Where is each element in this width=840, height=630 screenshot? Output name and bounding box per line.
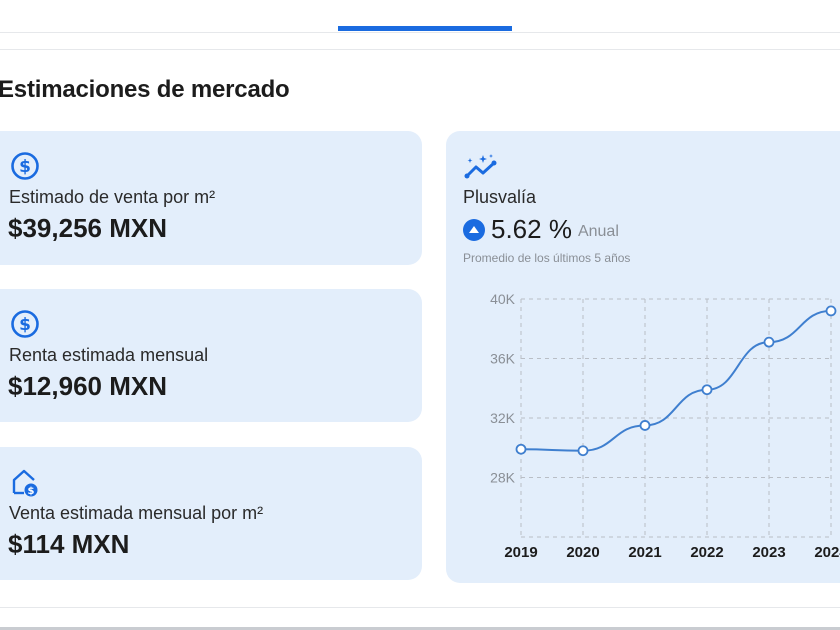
card-value: $114 MXN — [8, 529, 130, 559]
plusvalia-period: Anual — [577, 222, 619, 240]
plusvalia-note: Promedio de los últimos 5 años — [463, 251, 631, 265]
active-tab-indicator — [338, 26, 512, 31]
card-value: $12,960 MXN — [8, 371, 167, 401]
x-tick-label: 2019 — [504, 544, 537, 561]
plusvalia-percent: 5.62 % — [491, 214, 572, 244]
dollar-circle-icon: $ — [11, 152, 39, 180]
data-point — [701, 384, 713, 396]
y-tick-label: 40K — [490, 291, 516, 307]
data-point — [763, 336, 775, 348]
bottom-divider — [0, 607, 840, 608]
plusvalia-title: Plusvalía — [463, 187, 537, 207]
house-dollar-icon: $ — [12, 469, 38, 497]
section-title: Estimaciones de mercado — [0, 76, 290, 103]
y-tick-label: 36K — [490, 351, 516, 367]
series-line — [520, 309, 832, 452]
card-value: $39,256 MXN — [8, 213, 167, 243]
tab-bar-divider — [0, 32, 840, 33]
card-label: Venta estimada mensual por m² — [9, 503, 264, 523]
svg-text:$: $ — [28, 486, 35, 497]
y-tick-label: 32K — [490, 410, 516, 426]
bottom-border — [0, 627, 840, 630]
sparkle-trend-icon — [464, 154, 497, 179]
svg-text:$: $ — [19, 157, 31, 177]
plusvalia-card: Plusvalía 5.62 % Anual Promedio de los ú… — [446, 131, 840, 583]
svg-text:$: $ — [19, 315, 31, 335]
x-tick-label: 2020 — [566, 544, 599, 561]
section-divider — [0, 49, 840, 50]
card-rent-estimate: $ Renta estimada mensual $12,960 MXN — [0, 289, 422, 422]
x-tick-label: 2024 — [814, 544, 840, 561]
data-point — [577, 445, 589, 457]
card-label: Renta estimada mensual — [9, 345, 209, 365]
card-label: Estimado de venta por m² — [9, 187, 216, 207]
data-point — [639, 420, 651, 431]
card-sale-estimate: $ Estimado de venta por m² $39,256 MXN — [0, 131, 422, 265]
dollar-circle-icon: $ — [11, 310, 39, 338]
x-tick-label: 2022 — [690, 544, 723, 561]
data-point — [515, 443, 527, 455]
x-tick-label: 2021 — [628, 544, 661, 561]
data-point — [825, 305, 837, 317]
plusvalia-chart: 28K 32K 36K 40K 2019 2020 2021 2022 2023 2024 — [490, 291, 840, 561]
x-tick-label: 2023 — [752, 544, 785, 561]
plusvalia-rate: 5.62 % Anual — [463, 214, 619, 245]
card-monthly-sale-estimate: $ Venta estimada mensual por m² $114 MXN — [0, 447, 422, 580]
arrow-up-icon — [463, 218, 485, 241]
y-tick-label: 28K — [490, 470, 516, 486]
